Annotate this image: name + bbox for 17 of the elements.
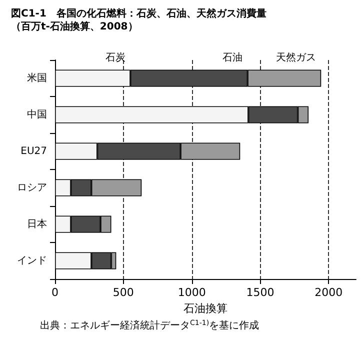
y-tick-label: EU27 xyxy=(20,146,47,157)
y-tick-label: 日本 xyxy=(27,218,47,230)
y-tick-label: インド xyxy=(17,255,47,266)
y-tick-label: ロシア xyxy=(17,182,47,194)
chart-title: 図C1-1 各国の化石燃料：石炭、石油、天然ガス消費量 xyxy=(11,8,266,20)
x-tick-label: 2000 xyxy=(314,286,343,299)
x-tick-label: 1000 xyxy=(178,286,206,299)
chart-subtitle: （百万t-石油換算、2008） xyxy=(11,20,138,32)
y-tick-label: 中国 xyxy=(27,108,47,120)
x-tick-label: 1500 xyxy=(246,286,274,299)
x-tick-label: 500 xyxy=(112,286,134,299)
x-tick-label: 0 xyxy=(52,286,58,299)
y-tick-label: 米国 xyxy=(27,72,47,84)
series-label: 石油 xyxy=(222,51,243,64)
x-axis-title: 石油換算 xyxy=(184,302,228,315)
series-label: 天然ガス xyxy=(276,51,316,64)
series-label: 石炭 xyxy=(105,51,126,64)
